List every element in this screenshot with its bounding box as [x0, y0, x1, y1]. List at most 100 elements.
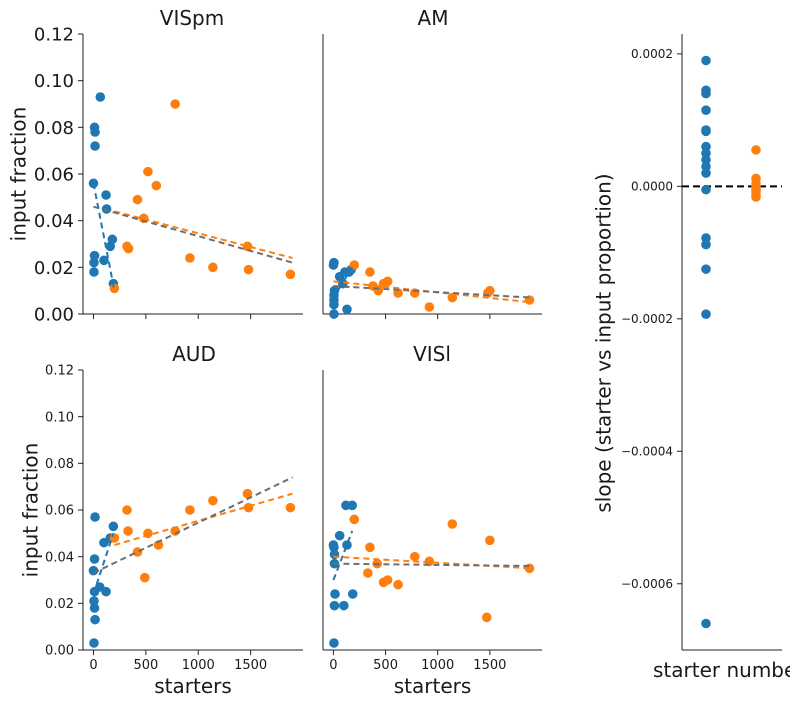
data-point-orange — [185, 505, 195, 515]
data-point-blue — [89, 267, 99, 277]
slope-point-blue — [701, 309, 711, 319]
data-point-orange — [424, 302, 435, 312]
data-point-orange — [153, 540, 164, 550]
data-point-orange — [140, 572, 150, 583]
y-tick-label: 0.08 — [45, 457, 74, 472]
data-point-blue — [329, 309, 339, 319]
slope-point-blue — [701, 264, 711, 274]
data-point-blue — [107, 234, 118, 245]
x-tick-label: 1000 — [421, 658, 454, 673]
y-tick-label: 0.06 — [34, 164, 74, 185]
slope-point-blue — [701, 105, 711, 115]
slope-y-tick-label: 0.0002 — [631, 47, 673, 61]
fit-line-blue — [92, 533, 115, 595]
x-tick-label: 1000 — [182, 658, 215, 673]
slope-y-tick-label: −0.0006 — [621, 577, 673, 591]
x-tick-label: 1500 — [473, 658, 506, 673]
fit-line-blue — [92, 183, 116, 291]
data-point-orange — [363, 568, 373, 578]
data-point-blue — [329, 638, 339, 648]
data-point-orange — [382, 276, 393, 287]
slope-point-blue — [701, 168, 711, 178]
data-point-orange — [447, 519, 458, 529]
data-point-blue — [347, 500, 358, 511]
data-point-blue — [89, 603, 100, 613]
data-point-blue — [334, 530, 345, 541]
data-point-orange — [485, 285, 495, 296]
data-point-blue — [329, 542, 339, 553]
slope-point-blue — [701, 88, 711, 99]
data-point-orange — [365, 542, 375, 553]
slope-y-tick-label: 0.0000 — [631, 179, 673, 193]
data-point-orange — [481, 612, 492, 623]
data-point-orange — [349, 514, 360, 525]
data-point-blue — [329, 600, 340, 611]
data-point-orange — [143, 166, 153, 177]
panel-title-1: AM — [418, 6, 449, 30]
slope-point-blue — [701, 155, 711, 165]
data-point-blue — [88, 565, 99, 576]
data-point-blue — [342, 304, 352, 315]
x-tick-label: 0 — [329, 658, 337, 673]
data-point-orange — [185, 253, 195, 263]
slope-point-orange — [751, 145, 761, 155]
y-tick-label: 0.06 — [45, 504, 74, 519]
y-axis-label: input fraction — [19, 443, 43, 578]
data-point-blue — [89, 257, 99, 268]
data-point-orange — [242, 241, 253, 252]
fit-line-gray — [93, 205, 293, 264]
data-point-orange — [409, 551, 420, 562]
data-point-orange — [285, 269, 296, 280]
data-point-blue — [89, 596, 99, 606]
data-point-blue — [90, 512, 100, 522]
data-point-orange — [122, 505, 132, 515]
data-point-blue — [329, 257, 339, 268]
fit-line-gray — [93, 476, 293, 574]
panel-title-0: VISpm — [160, 6, 224, 30]
x-axis-label: starters — [394, 674, 472, 698]
data-point-orange — [123, 243, 134, 254]
y-tick-label: 0.12 — [45, 364, 74, 379]
fit-line-blue — [332, 266, 354, 299]
x-tick-label: 0 — [89, 658, 97, 673]
slope-point-blue — [701, 55, 711, 66]
fit-line-blue — [332, 530, 354, 581]
data-point-blue — [90, 614, 100, 625]
y-tick-label: 0.10 — [34, 71, 74, 92]
data-point-blue — [108, 521, 119, 532]
data-point-orange — [208, 495, 218, 506]
y-tick-label: 0.12 — [34, 24, 74, 45]
y-axis-label: input fraction — [7, 107, 31, 242]
data-point-orange — [242, 488, 253, 499]
slope-point-blue — [701, 161, 711, 172]
data-point-orange — [132, 547, 143, 557]
slope-y-tick-label: −0.0004 — [621, 444, 673, 458]
data-point-orange — [170, 99, 180, 109]
fit-line-gray — [333, 285, 532, 299]
data-point-orange — [109, 283, 120, 294]
data-point-orange — [123, 526, 133, 536]
data-point-blue — [330, 589, 340, 599]
x-tick-label: 500 — [133, 658, 158, 673]
data-point-blue — [89, 554, 100, 564]
x-tick-label: 500 — [373, 658, 398, 673]
data-point-orange — [132, 194, 143, 205]
fit-line-gray — [333, 562, 532, 567]
x-axis-label: starters — [154, 674, 232, 698]
data-point-orange — [393, 579, 403, 590]
slope-y-axis-label: slope (starter vs input proportion) — [592, 173, 616, 512]
panel-title-3: VISl — [413, 342, 451, 366]
data-point-blue — [88, 178, 99, 189]
y-tick-label: 0.04 — [45, 550, 74, 565]
data-point-blue — [329, 299, 339, 310]
y-tick-label: 0.02 — [45, 597, 74, 612]
data-point-orange — [424, 556, 435, 567]
slope-x-axis-label: starter numbe — [653, 658, 790, 682]
slope-point-blue — [701, 618, 711, 629]
data-point-orange — [243, 264, 254, 275]
slope-y-tick-label: −0.0002 — [621, 312, 673, 326]
y-tick-label: 0.00 — [34, 304, 74, 325]
slope-point-blue — [701, 184, 711, 195]
x-tick-label: 1500 — [234, 658, 267, 673]
